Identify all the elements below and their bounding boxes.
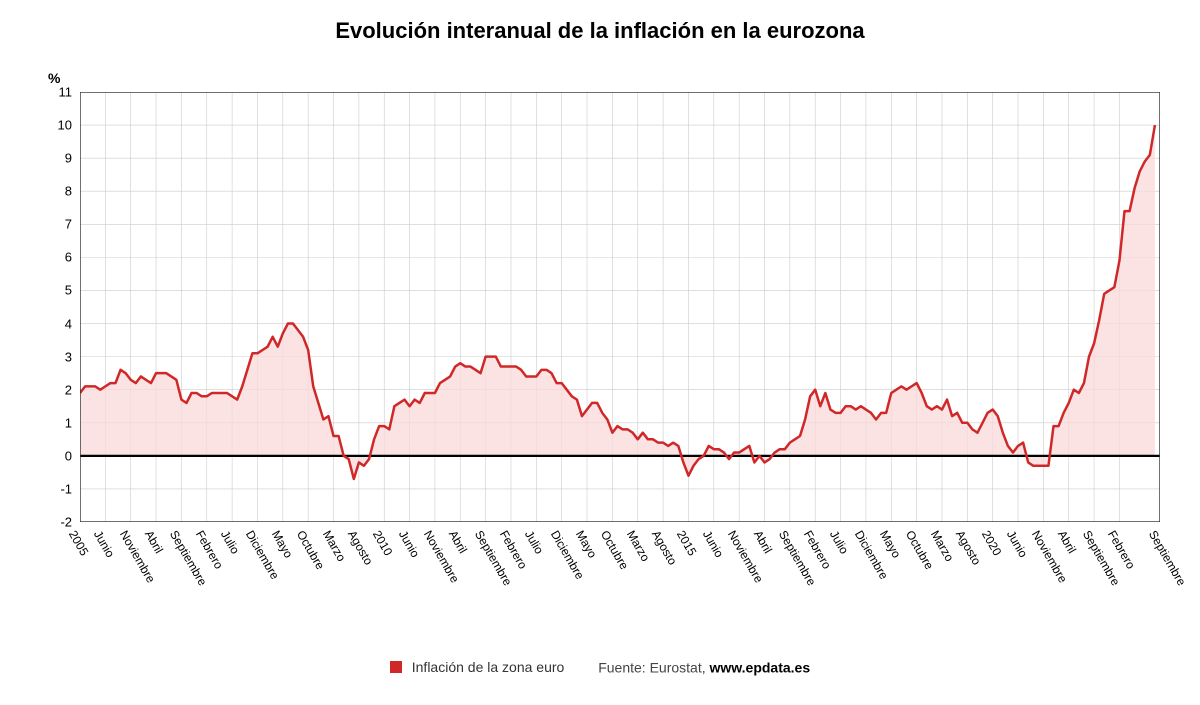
x-tick-label: 2010 <box>370 528 395 558</box>
y-tick-label: 11 <box>32 85 72 100</box>
x-tick-label: Abril <box>1055 528 1079 556</box>
x-tick-label: 2015 <box>674 528 699 558</box>
x-tick-label: Junio <box>700 528 726 560</box>
x-tick-label: Julio <box>522 528 546 556</box>
y-tick-label: 10 <box>32 118 72 133</box>
x-tick-label: Septiembre <box>1146 528 1189 588</box>
legend: Inflación de la zona euro Fuente: Eurost… <box>0 658 1200 675</box>
x-tick-label: Julio <box>218 528 242 556</box>
y-tick-label: 5 <box>32 283 72 298</box>
y-tick-label: -1 <box>32 481 72 496</box>
y-tick-label: 2 <box>32 382 72 397</box>
x-tick-label: Mayo <box>573 528 600 560</box>
x-tick-label: Abril <box>142 528 166 556</box>
x-tick-label: Mayo <box>269 528 296 560</box>
chart-container: Evolución interanual de la inflación en … <box>0 0 1200 705</box>
y-tick-label: 7 <box>32 217 72 232</box>
x-tick-label: Julio <box>826 528 850 556</box>
x-tick-label: Abril <box>750 528 774 556</box>
x-tick-label: Junio <box>395 528 421 560</box>
plot-area <box>80 92 1160 522</box>
legend-series-label: Inflación de la zona euro <box>412 659 565 675</box>
y-tick-label: -2 <box>32 515 72 530</box>
x-tick-label: Mayo <box>877 528 904 560</box>
y-tick-label: 3 <box>32 349 72 364</box>
y-tick-label: 0 <box>32 448 72 463</box>
source-link[interactable]: www.epdata.es <box>710 659 811 675</box>
legend-swatch <box>390 661 402 673</box>
x-tick-label: Abril <box>446 528 470 556</box>
x-tick-label: 2020 <box>979 528 1004 558</box>
x-tick-label: Junio <box>91 528 117 560</box>
y-tick-label: 9 <box>32 151 72 166</box>
y-tick-label: 6 <box>32 250 72 265</box>
y-tick-label: 1 <box>32 415 72 430</box>
chart-title: Evolución interanual de la inflación en … <box>0 18 1200 44</box>
x-tick-label: 2005 <box>66 528 91 558</box>
source-prefix: Fuente: Eurostat, <box>598 659 709 675</box>
y-tick-label: 8 <box>32 184 72 199</box>
x-tick-label: Junio <box>1004 528 1030 560</box>
chart-svg <box>80 92 1160 522</box>
y-tick-label: 4 <box>32 316 72 331</box>
